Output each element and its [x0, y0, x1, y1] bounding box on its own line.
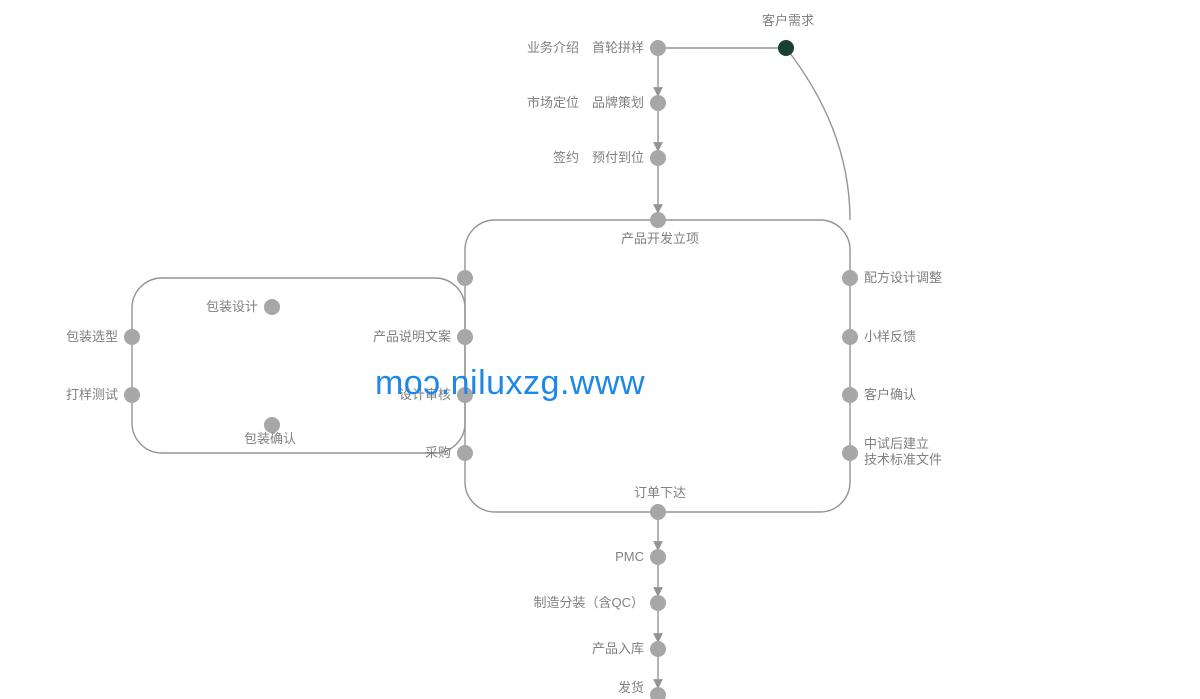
label-inner_b: 包装确认: [244, 431, 296, 446]
node-cr3: [842, 387, 858, 403]
labels-layer: 客户需求业务介绍 首轮拼样市场定位 品牌策划签约 预付到位产品开发立项配方设计调…: [66, 13, 942, 695]
label-inner_t: 包装设计: [206, 299, 258, 314]
node-cl_mid: [457, 329, 473, 345]
node-mfg: [650, 595, 666, 611]
label-cl_mid: 产品说明文案: [373, 329, 451, 344]
node-inner_t: [264, 299, 280, 315]
label-n4: 签约 预付到位: [553, 150, 644, 165]
label-qc: 产品入库: [592, 641, 644, 656]
node-cr2: [842, 329, 858, 345]
label-cr1: 配方设计调整: [864, 270, 942, 285]
node-cl_bot: [457, 445, 473, 461]
label-inner_l2: 打样测试: [66, 387, 118, 402]
label-cr2: 小样反馈: [864, 329, 916, 344]
label-pmc: PMC: [615, 549, 644, 564]
edge-curve: [786, 48, 850, 220]
label-n3: 市场定位 品牌策划: [527, 95, 644, 110]
label-cl_bot: 采购: [425, 445, 451, 460]
node-inner_l2: [124, 387, 140, 403]
label-n6: 订单下达: [634, 485, 686, 500]
node-cl_top: [457, 270, 473, 286]
node-n3: [650, 95, 666, 111]
node-n4: [650, 150, 666, 166]
label-mfg: 制造分装（含QC）: [533, 595, 644, 610]
node-pmc: [650, 549, 666, 565]
label-start: 客户需求: [762, 13, 814, 28]
flowchart-diagram: 客户需求业务介绍 首轮拼样市场定位 品牌策划签约 预付到位产品开发立项配方设计调…: [0, 0, 1200, 699]
node-inner_l1: [124, 329, 140, 345]
label-cr4: 技术标准文件: [864, 452, 942, 467]
label-cr4: 中试后建立: [864, 436, 929, 451]
node-qc: [650, 641, 666, 657]
node-n6: [650, 504, 666, 520]
node-cr1: [842, 270, 858, 286]
label-ship: 发货: [618, 680, 644, 695]
watermark-text: moↄ.niluxzg.www: [375, 364, 645, 402]
node-ship: [650, 687, 666, 699]
label-n2: 业务介绍 首轮拼样: [527, 40, 644, 55]
node-n2: [650, 40, 666, 56]
label-n5: 产品开发立项: [621, 231, 699, 246]
label-inner_l1: 包装选型: [66, 329, 118, 344]
node-cr4: [842, 445, 858, 461]
node-n5: [650, 212, 666, 228]
label-cr3: 客户确认: [864, 387, 916, 402]
node-start: [778, 40, 794, 56]
